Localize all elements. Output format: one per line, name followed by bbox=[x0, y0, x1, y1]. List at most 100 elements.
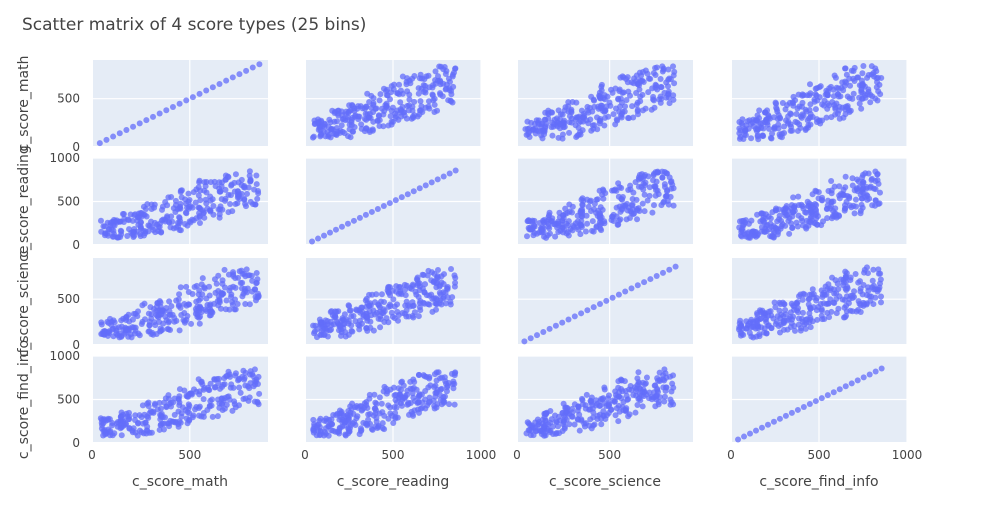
data-point bbox=[449, 71, 456, 78]
data-point bbox=[850, 202, 857, 209]
data-point bbox=[148, 311, 155, 318]
x-axis-title: c_score_reading bbox=[337, 474, 450, 490]
data-point bbox=[118, 432, 125, 439]
data-point bbox=[533, 427, 540, 434]
data-point bbox=[216, 211, 223, 218]
data-point bbox=[623, 97, 630, 104]
data-point bbox=[830, 198, 837, 205]
data-point bbox=[661, 184, 668, 191]
data-point bbox=[375, 112, 382, 119]
data-point bbox=[177, 284, 184, 291]
data-point bbox=[226, 306, 233, 313]
data-point bbox=[196, 90, 203, 97]
data-point bbox=[627, 383, 634, 390]
data-point bbox=[549, 423, 556, 430]
data-point bbox=[584, 196, 591, 203]
data-point bbox=[198, 281, 205, 288]
data-point bbox=[600, 408, 607, 415]
data-point bbox=[645, 173, 652, 180]
data-point bbox=[207, 179, 214, 186]
data-point bbox=[875, 88, 882, 95]
data-point bbox=[832, 277, 839, 284]
data-point bbox=[812, 398, 819, 405]
data-point bbox=[566, 113, 573, 120]
data-point bbox=[126, 318, 133, 325]
data-point bbox=[641, 381, 648, 388]
data-point bbox=[821, 97, 828, 104]
data-point bbox=[207, 308, 214, 315]
data-point bbox=[644, 197, 651, 204]
data-point bbox=[634, 216, 641, 223]
data-point bbox=[452, 279, 459, 286]
data-point bbox=[434, 266, 441, 273]
data-point bbox=[201, 214, 208, 221]
data-point bbox=[354, 404, 361, 411]
data-point bbox=[583, 391, 590, 398]
data-point bbox=[782, 412, 789, 419]
data-point bbox=[872, 294, 879, 301]
data-point bbox=[610, 397, 617, 404]
data-point bbox=[650, 202, 657, 209]
data-point bbox=[183, 97, 190, 104]
data-point bbox=[151, 319, 158, 326]
data-point bbox=[328, 427, 335, 434]
panel-c_score_reading-vs-c_score_find_info bbox=[730, 157, 908, 246]
data-point bbox=[652, 71, 659, 78]
data-point bbox=[797, 291, 804, 298]
data-point bbox=[219, 277, 226, 284]
data-point bbox=[598, 83, 605, 90]
data-point bbox=[156, 110, 163, 117]
data-point bbox=[221, 266, 228, 273]
data-point bbox=[853, 185, 860, 192]
data-point bbox=[236, 384, 243, 391]
data-point bbox=[389, 104, 396, 111]
data-point bbox=[451, 401, 458, 408]
x-tick-label: 0 bbox=[727, 448, 735, 462]
data-point bbox=[828, 114, 835, 121]
data-point bbox=[809, 286, 816, 293]
data-point bbox=[629, 103, 636, 110]
data-point bbox=[101, 232, 108, 239]
data-point bbox=[582, 420, 589, 427]
data-point bbox=[387, 404, 394, 411]
data-point bbox=[531, 222, 538, 229]
data-point bbox=[137, 233, 144, 240]
data-point bbox=[333, 118, 340, 125]
data-point bbox=[623, 392, 630, 399]
data-point bbox=[449, 294, 456, 301]
data-point bbox=[124, 233, 131, 240]
data-point bbox=[141, 300, 148, 307]
data-point bbox=[243, 266, 250, 273]
data-point bbox=[599, 102, 606, 109]
data-point bbox=[358, 121, 365, 128]
data-point bbox=[867, 99, 874, 106]
data-point bbox=[355, 116, 362, 123]
data-point bbox=[573, 134, 580, 141]
data-point bbox=[127, 211, 134, 218]
data-point bbox=[738, 330, 745, 337]
data-point bbox=[566, 201, 573, 208]
data-point bbox=[429, 308, 436, 315]
data-point bbox=[569, 227, 576, 234]
data-point bbox=[752, 427, 759, 434]
data-point bbox=[383, 92, 390, 99]
data-point bbox=[776, 299, 783, 306]
data-point bbox=[865, 284, 872, 291]
data-point bbox=[612, 121, 619, 128]
data-point bbox=[249, 64, 256, 71]
data-point bbox=[366, 391, 373, 398]
data-point bbox=[521, 338, 528, 345]
data-point bbox=[236, 375, 243, 382]
data-point bbox=[381, 308, 388, 315]
data-point bbox=[849, 175, 856, 182]
data-point bbox=[356, 214, 363, 221]
data-point bbox=[835, 93, 842, 100]
data-point bbox=[655, 401, 662, 408]
data-point bbox=[387, 113, 394, 120]
data-point bbox=[200, 386, 207, 393]
data-point bbox=[772, 99, 779, 106]
data-point bbox=[799, 309, 806, 316]
data-point bbox=[776, 114, 783, 121]
data-point bbox=[378, 291, 385, 298]
